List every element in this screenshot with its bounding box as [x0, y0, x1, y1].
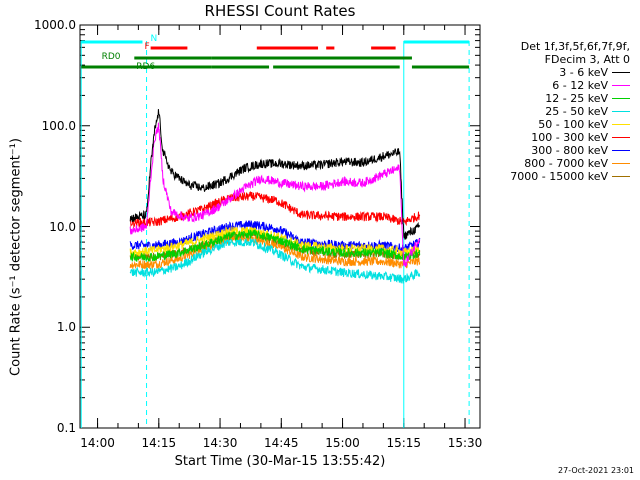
rd0-flag-label: RD0 — [101, 52, 121, 62]
legend-entry: 6 - 12 keV — [470, 79, 630, 92]
x-tick-label: 14:15 — [141, 436, 177, 450]
x-tick-label: 15:15 — [386, 436, 422, 450]
y-tick-label: 0.1 — [56, 421, 76, 435]
legend-entries: 3 - 6 keV 6 - 12 keV 12 - 25 keV 25 - 50 ke… — [470, 66, 630, 183]
legend-swatch — [612, 150, 630, 151]
y-axis-label: Count Rate (s⁻¹ detector segment⁻¹) — [8, 138, 24, 376]
y-tick-label: 10.0 — [49, 219, 76, 234]
legend-entry-label: 800 - 7000 keV — [524, 157, 608, 170]
rd6-flag-label: RD6 — [136, 62, 156, 72]
legend-entry-label: 25 - 50 keV — [545, 105, 608, 118]
series-line — [129, 229, 421, 262]
flare-flag-label: F — [144, 42, 150, 52]
legend-swatch — [612, 137, 630, 138]
legend: Det 1f,3f,5f,6f,7f,9f, FDecim 3, Att 0 3… — [470, 40, 630, 183]
legend-entry: 100 - 300 keV — [470, 131, 630, 144]
chart-title: RHESSI Count Rates — [204, 2, 356, 20]
legend-entry-label: 100 - 300 keV — [531, 131, 608, 144]
legend-entry-label: 7000 - 15000 keV — [510, 170, 608, 183]
legend-swatch — [612, 85, 630, 86]
series-line — [129, 237, 421, 284]
legend-swatch — [612, 124, 630, 125]
legend-header-line: FDecim 3, Att 0 — [544, 53, 630, 66]
series-line — [129, 122, 421, 268]
legend-entry-label: 12 - 25 keV — [545, 92, 608, 105]
legend-header-line: Det 1f,3f,5f,6f,7f,9f, — [520, 40, 630, 53]
series-line — [129, 191, 421, 229]
legend-entry-label: 6 - 12 keV — [552, 79, 608, 92]
legend-entry: 7000 - 15000 keV — [470, 170, 630, 183]
legend-entry: 800 - 7000 keV — [470, 157, 630, 170]
night-flag-label: N — [150, 34, 158, 44]
x-tick-label: 14:30 — [202, 436, 238, 450]
legend-swatch — [612, 98, 630, 99]
legend-entry: 50 - 100 keV — [470, 118, 630, 131]
series-line — [129, 226, 420, 259]
legend-entry: 3 - 6 keV — [470, 66, 630, 79]
legend-entry: 25 - 50 keV — [470, 105, 630, 118]
legend-swatch — [612, 176, 630, 177]
legend-entry: 300 - 800 keV — [470, 144, 630, 157]
series-line — [129, 233, 421, 270]
legend-swatch — [612, 163, 630, 164]
legend-entry-label: 300 - 800 keV — [531, 144, 608, 157]
series-line — [129, 109, 421, 240]
legend-swatch — [612, 111, 630, 112]
x-tick-label: 14:45 — [263, 436, 299, 450]
x-tick-label: 15:30 — [447, 436, 483, 450]
x-tick-label: 15:00 — [325, 436, 360, 450]
x-axis-label: Start Time (30-Mar-15 13:55:42) — [174, 454, 386, 469]
legend-entry-label: 3 - 6 keV — [559, 66, 608, 79]
y-tick-label: 1.0 — [56, 320, 76, 335]
legend-swatch — [612, 72, 630, 73]
x-tick-label: 14:00 — [80, 436, 115, 450]
timestamp: 27-Oct-2021 23:01 — [558, 466, 634, 475]
legend-entry: 12 - 25 keV — [470, 92, 630, 105]
legend-entry-label: 50 - 100 keV — [538, 118, 608, 131]
y-tick-label: 100.0 — [41, 118, 76, 133]
y-tick-label: 1000.0 — [34, 18, 76, 32]
